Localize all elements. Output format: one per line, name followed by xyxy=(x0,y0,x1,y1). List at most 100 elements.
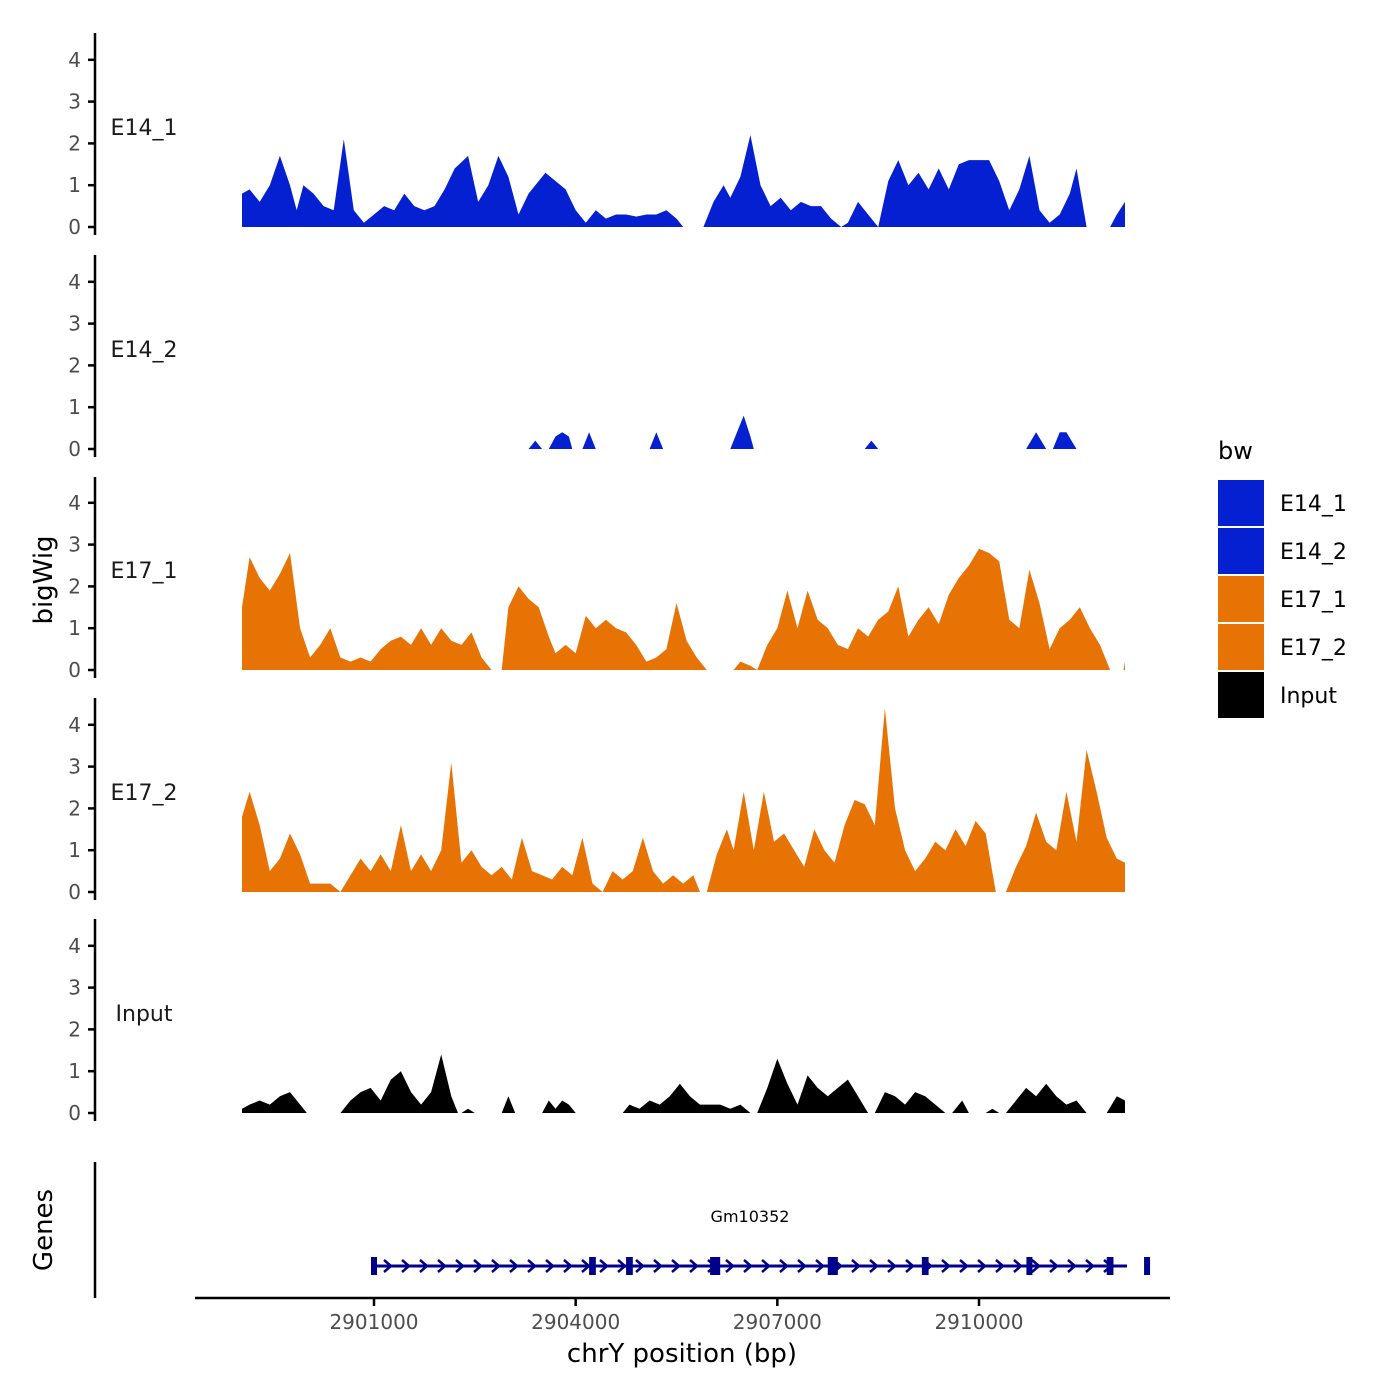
strand-arrow xyxy=(689,1259,699,1273)
y-tick-label: 0 xyxy=(68,437,81,461)
coverage-area xyxy=(340,1054,458,1113)
legend: bw E14_1 E14_2 E17_1 E17_2 Input xyxy=(1218,437,1347,718)
coverage-area xyxy=(757,1058,869,1113)
gene-exon xyxy=(921,1257,929,1275)
legend-swatch xyxy=(1218,528,1264,574)
y-tick-label: 4 xyxy=(68,491,81,515)
gene-exon xyxy=(710,1257,721,1275)
strand-arrow xyxy=(401,1259,411,1273)
coverage-area xyxy=(952,1100,969,1113)
strand-arrow xyxy=(527,1259,537,1273)
coverage-area xyxy=(542,1100,576,1113)
strand-arrow xyxy=(509,1259,519,1273)
track-e14-1: 0 1 2 3 4 E14_1 xyxy=(68,33,1125,239)
y-tick-label: 1 xyxy=(68,395,81,419)
y-tick-label: 2 xyxy=(68,574,81,598)
strand-arrow xyxy=(815,1259,825,1273)
coverage-area xyxy=(874,1092,946,1113)
legend-swatch xyxy=(1218,624,1264,670)
gene-name-label: Gm10352 xyxy=(711,1207,790,1226)
strand-arrow xyxy=(743,1259,753,1273)
y-tick-label: 3 xyxy=(68,312,81,336)
y-tick-label: 4 xyxy=(68,713,81,737)
track-label: E14_2 xyxy=(111,338,178,363)
coverage-area xyxy=(1026,432,1047,449)
strand-arrow xyxy=(977,1259,987,1273)
strand-arrow xyxy=(455,1259,465,1273)
strand-arrow xyxy=(1085,1259,1095,1273)
strand-arrow xyxy=(869,1259,879,1273)
x-tick-label: 2910000 xyxy=(934,1310,1023,1334)
strand-arrow xyxy=(635,1259,645,1273)
strand-arrow xyxy=(419,1259,429,1273)
track-label: E17_2 xyxy=(111,781,178,806)
y-tick-label: 3 xyxy=(68,976,81,1000)
coverage-area xyxy=(1110,201,1125,227)
legend-label: Input xyxy=(1280,684,1337,709)
coverage-area xyxy=(528,440,543,449)
strand-arrow xyxy=(473,1259,483,1273)
coverage-area xyxy=(1005,749,1125,892)
genes-panel: Gm10352 xyxy=(93,1162,1151,1298)
strand-arrow xyxy=(887,1259,897,1273)
track-label: E17_1 xyxy=(111,559,178,584)
y-axis-title: bigWig xyxy=(29,535,59,624)
strand-arrow xyxy=(851,1259,861,1273)
coverage-area xyxy=(242,139,684,227)
coverage-area xyxy=(242,762,700,892)
legend-title: bw xyxy=(1218,437,1253,465)
strand-arrow xyxy=(995,1259,1005,1273)
track-label: E14_1 xyxy=(111,116,178,141)
y-tick-label: 3 xyxy=(68,755,81,779)
gene-exon xyxy=(1106,1257,1114,1275)
coverage-area xyxy=(242,1092,307,1113)
gene-exon xyxy=(589,1257,596,1275)
strand-arrow xyxy=(905,1259,915,1273)
gene-exon xyxy=(371,1257,377,1275)
coverage-area xyxy=(730,415,754,449)
strand-arrow xyxy=(383,1259,393,1273)
y-tick-label: 0 xyxy=(68,1101,81,1125)
legend-label: E14_1 xyxy=(1280,492,1347,517)
strand-arrow xyxy=(581,1259,591,1273)
tracks-layer: 0 1 2 3 4 E14_1 0 1 2 3 4 E14_2 0 1 2 3 4 E17_1 0 1 2 3 4 E17_2… xyxy=(68,33,1125,1125)
y-tick-label: 0 xyxy=(68,658,81,682)
coverage-area xyxy=(1106,1096,1125,1113)
y-tick-label: 1 xyxy=(68,173,81,197)
coverage-area xyxy=(706,708,996,892)
coverage-area xyxy=(864,440,879,449)
strand-arrow xyxy=(437,1259,447,1273)
coverage-area xyxy=(242,553,492,670)
strand-arrow xyxy=(1049,1259,1059,1273)
strand-arrow xyxy=(797,1259,807,1273)
strand-arrow xyxy=(959,1259,969,1273)
y-tick-label: 1 xyxy=(68,1059,81,1083)
strand-arrow xyxy=(725,1259,735,1273)
legend-label: E17_1 xyxy=(1280,588,1347,613)
y-tick-label: 0 xyxy=(68,215,81,239)
track-label: Input xyxy=(116,1002,173,1027)
coverage-area xyxy=(501,1096,516,1113)
coverage-area xyxy=(757,548,1111,670)
coverage-area xyxy=(1052,432,1077,449)
strand-arrow xyxy=(941,1259,951,1273)
x-tick-label: 2901000 xyxy=(329,1310,418,1334)
coverage-area xyxy=(703,135,1087,227)
legend-swatch xyxy=(1218,480,1264,526)
y-tick-label: 2 xyxy=(68,131,81,155)
track-e17-2: 0 1 2 3 4 E17_2 xyxy=(68,698,1125,904)
strand-arrow xyxy=(779,1259,789,1273)
coverage-area xyxy=(649,432,664,449)
y-tick-label: 0 xyxy=(68,880,81,904)
y-tick-label: 3 xyxy=(68,533,81,557)
coverage-area xyxy=(1005,1083,1087,1113)
coverage-area xyxy=(733,661,758,670)
strand-arrow xyxy=(653,1259,663,1273)
coverage-area xyxy=(501,586,707,670)
y-tick-label: 2 xyxy=(68,353,81,377)
strand-arrow xyxy=(1031,1259,1041,1273)
coverage-area xyxy=(622,1083,751,1113)
track-input: 0 1 2 3 4 Input xyxy=(68,919,1125,1125)
gene-exon xyxy=(1026,1257,1033,1275)
